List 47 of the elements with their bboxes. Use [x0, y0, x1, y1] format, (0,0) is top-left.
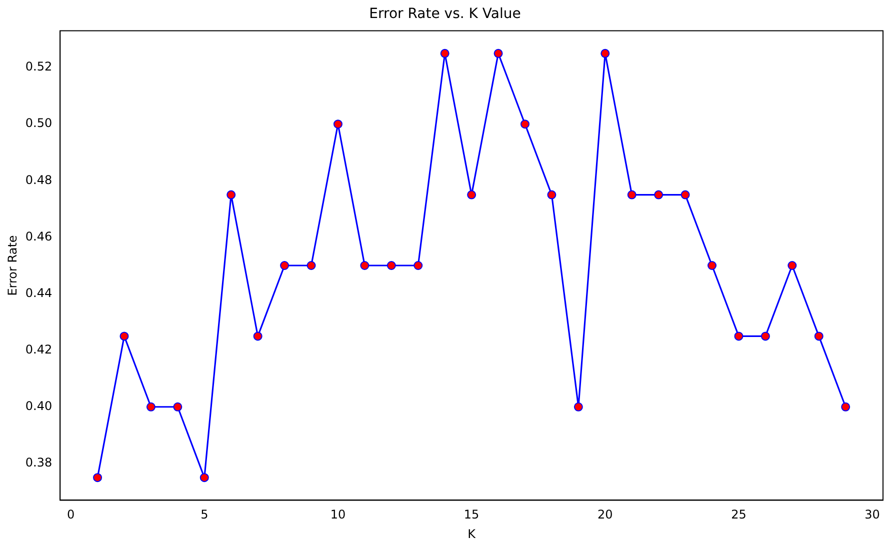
point: [467, 190, 476, 200]
x-axis-title: K: [468, 526, 477, 541]
point: [788, 261, 797, 270]
point: [360, 261, 370, 270]
point: [734, 332, 744, 341]
point: [280, 261, 290, 270]
point: [520, 120, 530, 129]
point: [120, 332, 129, 341]
y-tick-label: 0.48: [25, 172, 52, 187]
point: [494, 48, 503, 58]
point: [93, 473, 102, 482]
point: [386, 261, 396, 270]
point: [226, 190, 236, 200]
point: [146, 402, 156, 412]
y-tick-label: 0.46: [25, 229, 52, 244]
x-tick-label: 15: [464, 508, 480, 522]
point: [253, 332, 262, 341]
point: [708, 261, 717, 270]
point: [440, 48, 450, 58]
point: [760, 332, 770, 341]
x-tick-label: 5: [200, 508, 208, 522]
point: [814, 332, 824, 341]
point: [200, 473, 209, 482]
x-tick-label: 30: [864, 508, 880, 522]
point: [841, 402, 850, 412]
point: [680, 190, 690, 200]
point: [306, 261, 316, 270]
x-tick-label: 20: [598, 508, 613, 522]
x-tick-label: 10: [330, 508, 346, 522]
y-tick-label: 0.52: [25, 60, 52, 74]
y-tick-label: 0.38: [25, 456, 52, 470]
point: [414, 261, 423, 270]
x-tick-label: 25: [731, 508, 746, 522]
chart-title: Error Rate vs. K Value: [369, 6, 521, 22]
point: [600, 48, 610, 58]
point: [547, 190, 556, 200]
y-axis-title: Error Rate: [5, 235, 20, 296]
point: [173, 402, 182, 412]
point: [574, 402, 583, 412]
point: [627, 190, 636, 200]
point: [654, 190, 664, 200]
point: [333, 120, 342, 129]
y-tick-label: 0.40: [25, 399, 52, 414]
x-tick-label: 0: [66, 508, 75, 522]
y-tick-label: 0.50: [25, 116, 52, 130]
y-tick-label: 0.44: [25, 286, 52, 300]
y-tick-label: 0.42: [25, 342, 52, 356]
